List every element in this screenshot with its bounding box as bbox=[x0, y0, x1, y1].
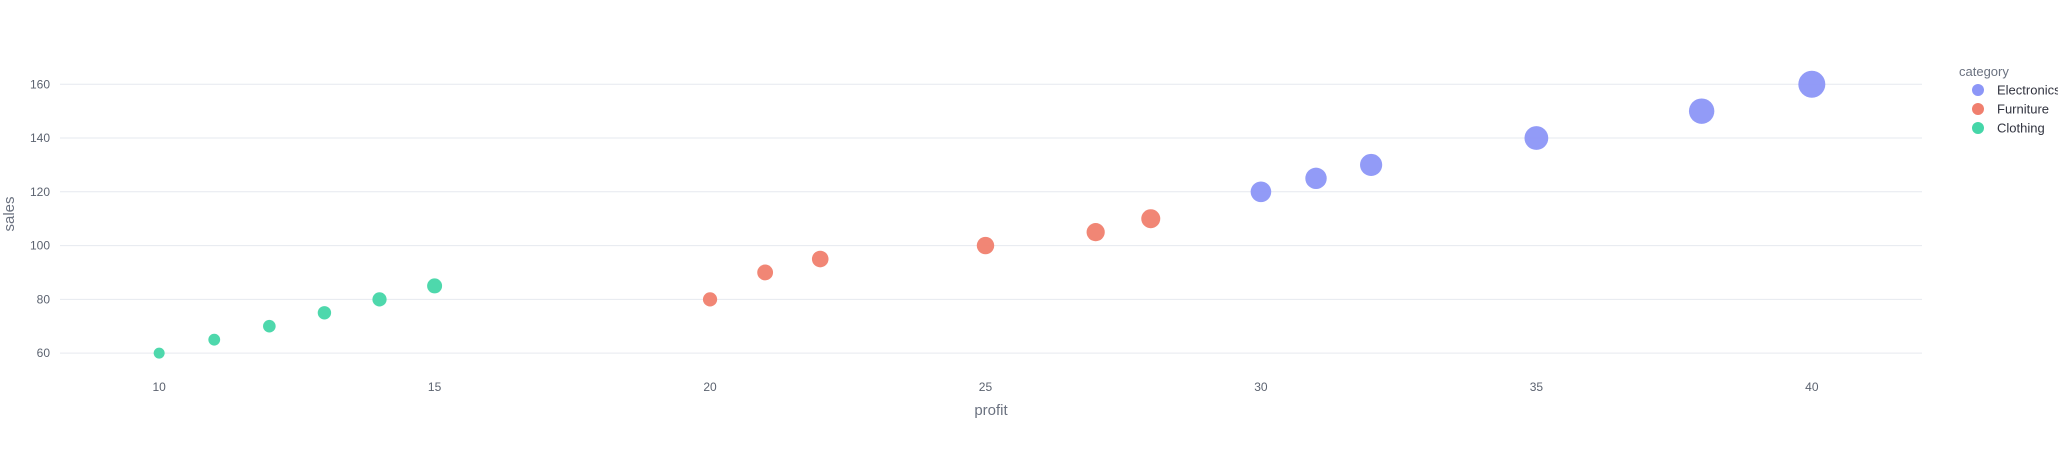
point-furniture[interactable] bbox=[976, 236, 995, 255]
legend-label-furniture: Furniture bbox=[1997, 102, 2049, 117]
x-tick-label: 35 bbox=[1530, 380, 1544, 394]
x-tick-label: 15 bbox=[428, 380, 442, 394]
point-electronics[interactable] bbox=[1524, 126, 1549, 150]
legend: category Electronics Furniture Clothing bbox=[1959, 64, 2058, 136]
x-tick-label: 30 bbox=[1254, 380, 1268, 394]
legend-label-clothing: Clothing bbox=[1997, 121, 2045, 136]
point-clothing[interactable] bbox=[153, 347, 165, 359]
point-furniture[interactable] bbox=[757, 264, 774, 281]
legend-title: category bbox=[1959, 64, 2009, 79]
y-tick-label: 140 bbox=[30, 131, 50, 145]
y-axis-title: sales bbox=[1, 196, 18, 231]
y-tick-label: 100 bbox=[30, 239, 50, 253]
y-tick-label: 120 bbox=[30, 185, 50, 199]
legend-marker-electronics bbox=[1972, 84, 1984, 96]
y-tick-label: 160 bbox=[30, 77, 50, 91]
y-tick-label: 80 bbox=[37, 292, 51, 306]
point-clothing[interactable] bbox=[263, 319, 276, 333]
point-furniture[interactable] bbox=[1141, 209, 1161, 229]
point-clothing[interactable] bbox=[317, 306, 332, 320]
gridlines bbox=[60, 83, 1922, 354]
y-tick-label: 60 bbox=[37, 346, 51, 360]
data-points bbox=[153, 70, 1826, 359]
point-furniture[interactable] bbox=[702, 292, 718, 307]
point-clothing[interactable] bbox=[372, 292, 387, 307]
x-axis-title: profit bbox=[974, 402, 1008, 419]
x-tick-label: 10 bbox=[152, 380, 166, 394]
point-electronics[interactable] bbox=[1305, 167, 1327, 190]
point-furniture[interactable] bbox=[811, 250, 829, 268]
point-clothing[interactable] bbox=[427, 278, 443, 294]
x-tick-label: 20 bbox=[703, 380, 717, 394]
legend-marker-clothing bbox=[1972, 122, 1984, 134]
point-clothing[interactable] bbox=[208, 333, 221, 346]
y-axis-ticks: 60 80 100 120 140 160 bbox=[30, 77, 50, 360]
point-electronics[interactable] bbox=[1688, 98, 1715, 124]
legend-label-electronics: Electronics bbox=[1997, 83, 2058, 98]
legend-marker-furniture bbox=[1972, 103, 1984, 115]
point-electronics[interactable] bbox=[1360, 153, 1383, 177]
point-electronics[interactable] bbox=[1250, 181, 1272, 203]
x-axis-ticks: 10 15 20 25 30 35 40 bbox=[152, 380, 1818, 394]
x-tick-label: 40 bbox=[1805, 380, 1819, 394]
x-tick-label: 25 bbox=[979, 380, 993, 394]
point-furniture[interactable] bbox=[1086, 223, 1105, 242]
point-electronics[interactable] bbox=[1798, 70, 1826, 98]
